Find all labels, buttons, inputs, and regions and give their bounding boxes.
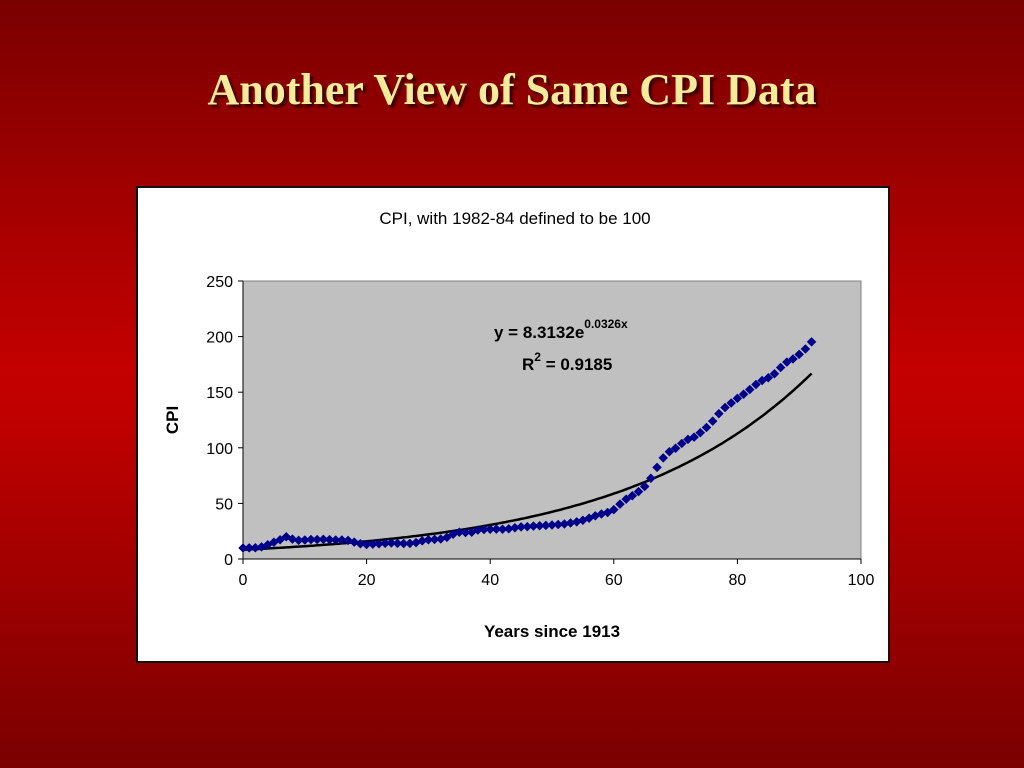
data-points-layer [238, 336, 817, 553]
cpi-data-point [652, 462, 662, 473]
cpi-data-point [751, 379, 761, 390]
cpi-data-point [720, 402, 730, 413]
r-squared-label: R [522, 355, 534, 374]
cpi-data-point [695, 427, 706, 438]
cpi-data-point [633, 486, 644, 497]
x-tick-label: 100 [848, 572, 875, 589]
cpi-data-point [676, 438, 687, 449]
slide-title: Another View of Same CPI Data [207, 65, 817, 114]
cpi-data-point [355, 538, 366, 549]
cpi-data-point [454, 527, 465, 538]
trend-equation: y = 8.3132e0.0326x [494, 317, 628, 342]
cpi-data-point [701, 422, 712, 433]
cpi-data-point [806, 336, 817, 347]
cpi-data-point [670, 443, 681, 454]
cpi-data-point [775, 362, 786, 373]
exponential-trendline [242, 372, 813, 552]
cpi-data-point [763, 372, 774, 383]
cpi-data-point [615, 499, 625, 510]
chart-panel: CPI, with 1982-84 defined to be 100 0 50 1… [136, 186, 890, 663]
r-squared: R2 = 0.9185 [522, 350, 612, 374]
y-tick-label: 250 [206, 274, 233, 291]
cpi-data-point [788, 354, 798, 364]
x-tick-label: 20 [358, 572, 376, 589]
cpi-data-point [689, 432, 699, 442]
x-tick-label: 0 [239, 572, 248, 589]
x-tick-label: 60 [605, 572, 623, 589]
cpi-data-point [627, 490, 638, 501]
cpi-data-point [744, 384, 755, 395]
cpi-chart: CPI, with 1982-84 defined to be 100 0 50 1… [163, 209, 875, 641]
trendline-layer [242, 372, 813, 552]
cpi-data-point [646, 473, 656, 484]
cpi-data-point [639, 481, 650, 492]
cpi-data-point [714, 408, 724, 419]
y-tick-label: 100 [206, 441, 233, 458]
cpi-data-point [386, 538, 397, 548]
chart-title: CPI, with 1982-84 defined to be 100 [379, 209, 650, 228]
cpi-data-point [337, 535, 347, 545]
cpi-data-point [287, 534, 298, 544]
cpi-data-point [658, 453, 669, 463]
cpi-data-point [800, 344, 811, 354]
r-squared-value: = 0.9185 [541, 355, 612, 374]
x-axis-label: Years since 1913 [484, 622, 620, 641]
cpi-data-point [738, 389, 749, 400]
x-tick-label: 80 [729, 572, 747, 589]
cpi-data-point [732, 393, 743, 404]
y-axis: 0 50 100 150 200 250 [206, 274, 244, 569]
x-axis: 0 20 40 60 80 100 [239, 558, 875, 589]
y-axis-label: CPI [163, 406, 182, 434]
y-tick-label: 50 [215, 496, 233, 513]
cpi-data-point [621, 494, 632, 505]
cpi-data-point [769, 368, 780, 379]
cpi-data-point [707, 416, 718, 426]
trend-equation-exponent: 0.0326x [584, 317, 628, 331]
r-squared-superscript: 2 [534, 350, 541, 364]
cpi-data-point [324, 534, 335, 545]
cpi-data-point [608, 504, 619, 515]
cpi-data-point [664, 446, 675, 457]
cpi-data-point [318, 534, 329, 545]
trend-equation-main: y = 8.3132e [494, 323, 584, 342]
x-tick-label: 40 [481, 572, 499, 589]
cpi-data-point [392, 538, 403, 549]
y-tick-label: 150 [206, 385, 233, 402]
y-tick-label: 0 [224, 552, 233, 569]
cpi-data-point [794, 349, 805, 360]
y-tick-label: 200 [206, 330, 233, 347]
cpi-data-point [726, 398, 737, 408]
